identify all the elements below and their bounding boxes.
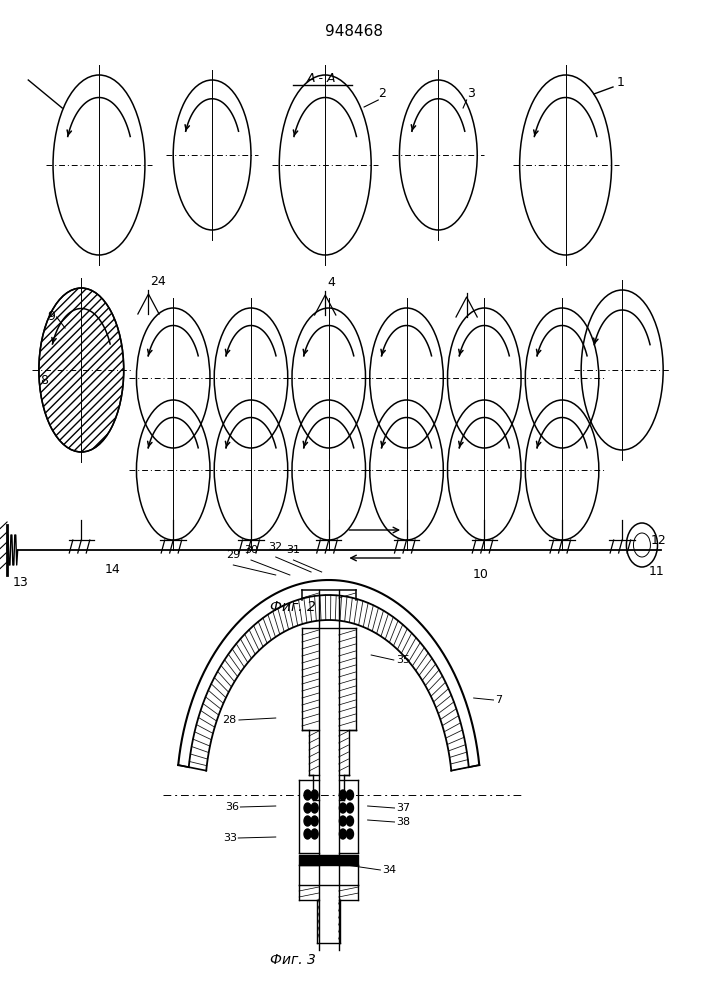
Text: 3: 3 xyxy=(467,87,474,100)
Text: 29: 29 xyxy=(226,550,240,560)
Text: 33: 33 xyxy=(223,833,237,843)
Text: Фиг. 3: Фиг. 3 xyxy=(271,953,316,967)
Circle shape xyxy=(304,816,311,826)
Circle shape xyxy=(339,790,346,800)
Text: 2: 2 xyxy=(378,87,386,100)
Text: 13: 13 xyxy=(13,576,28,589)
Text: 9: 9 xyxy=(47,310,55,324)
Circle shape xyxy=(346,829,354,839)
Text: 7: 7 xyxy=(495,695,502,705)
Circle shape xyxy=(346,803,354,813)
Text: 8: 8 xyxy=(40,373,48,386)
Circle shape xyxy=(339,816,346,826)
Text: 36: 36 xyxy=(225,802,239,812)
Ellipse shape xyxy=(39,288,124,452)
Text: 24: 24 xyxy=(151,275,166,288)
Circle shape xyxy=(304,803,311,813)
Circle shape xyxy=(304,829,311,839)
Text: 38: 38 xyxy=(396,817,410,827)
Circle shape xyxy=(346,816,354,826)
Text: 11: 11 xyxy=(648,565,664,578)
Circle shape xyxy=(311,829,318,839)
Text: 12: 12 xyxy=(650,534,666,546)
Text: 948468: 948468 xyxy=(325,24,382,39)
Circle shape xyxy=(346,790,354,800)
Text: 10: 10 xyxy=(472,568,488,581)
Text: 30: 30 xyxy=(244,545,258,555)
Circle shape xyxy=(339,829,346,839)
Text: 34: 34 xyxy=(382,865,396,875)
Text: 37: 37 xyxy=(396,803,410,813)
Circle shape xyxy=(311,790,318,800)
Text: 31: 31 xyxy=(286,545,300,555)
Circle shape xyxy=(304,790,311,800)
Text: A - A: A - A xyxy=(307,72,337,85)
Text: 4: 4 xyxy=(327,276,335,289)
Circle shape xyxy=(311,803,318,813)
Circle shape xyxy=(339,803,346,813)
Text: 14: 14 xyxy=(105,563,120,576)
Text: Фиг. 2: Фиг. 2 xyxy=(271,600,316,614)
Text: 35: 35 xyxy=(396,655,410,665)
Text: 32: 32 xyxy=(269,542,283,552)
Text: 1: 1 xyxy=(617,76,624,89)
Text: 28: 28 xyxy=(223,715,237,725)
Circle shape xyxy=(311,816,318,826)
